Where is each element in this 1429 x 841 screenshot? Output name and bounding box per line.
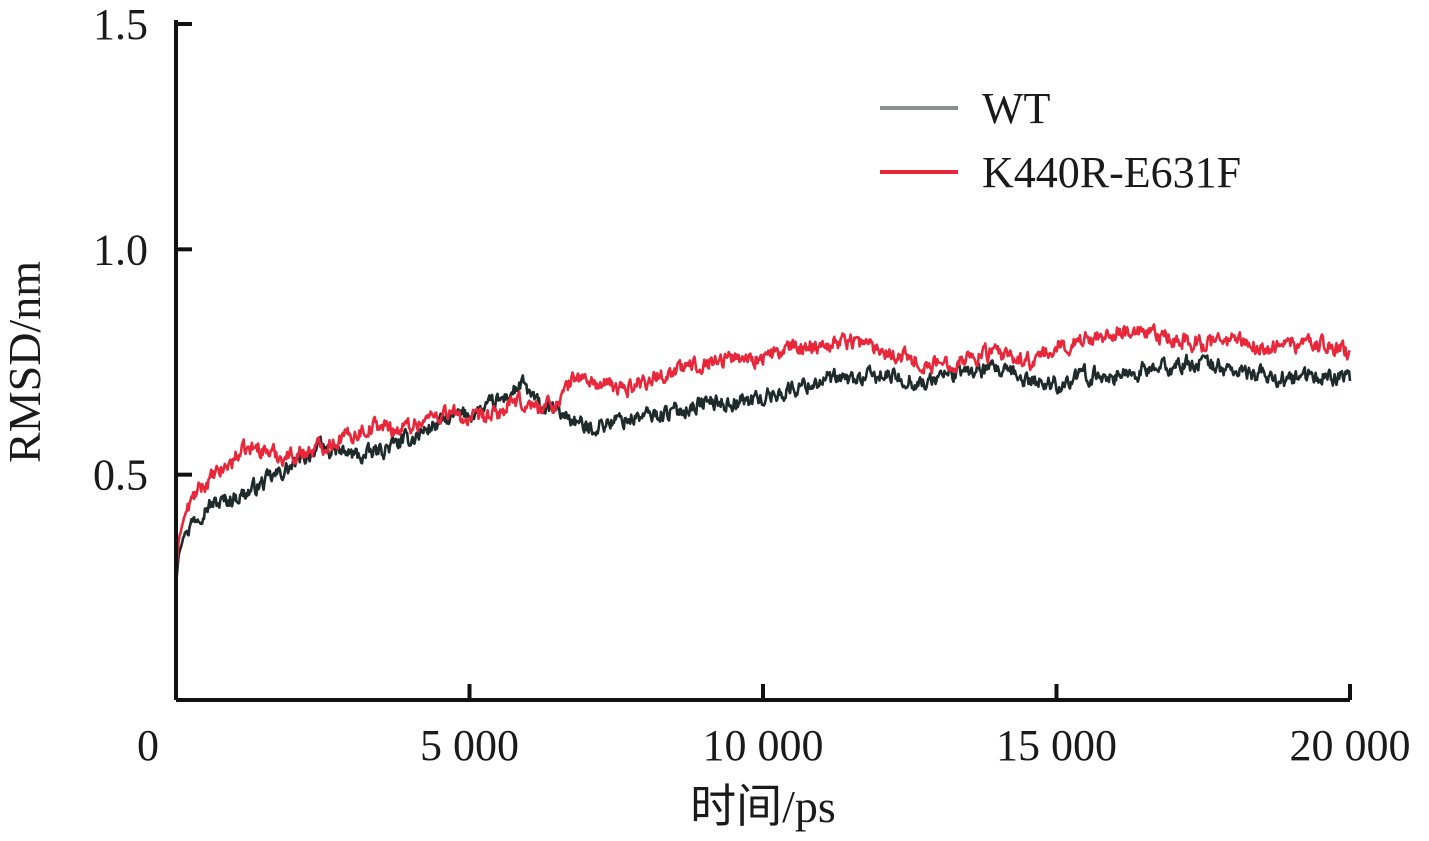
series-line-1 (174, 323, 1351, 579)
x-tick-label: 20 000 (1290, 721, 1411, 770)
y-ticks: 0.5 1.0 1.5 (93, 0, 192, 500)
x-tick-label: 0 (137, 721, 159, 770)
legend: WT K440R-E631F (880, 84, 1241, 197)
series-line-0 (174, 353, 1352, 584)
y-tick-label: 1.0 (93, 225, 148, 274)
x-tick-label: 15 000 (996, 721, 1117, 770)
x-axis-title: 时间/ps (690, 781, 836, 832)
x-tick-label: 10 000 (703, 721, 824, 770)
y-tick-label: 0.5 (93, 451, 148, 500)
y-axis-title: RMSD/nm (0, 261, 50, 463)
legend-label: K440R-E631F (982, 148, 1241, 197)
x-ticks: 0 5 000 10 000 15 000 20 000 (137, 684, 1411, 770)
plot-lines (174, 323, 1352, 584)
x-tick-label: 5 000 (420, 721, 519, 770)
legend-label: WT (982, 84, 1051, 133)
y-tick-label: 1.5 (93, 0, 148, 49)
